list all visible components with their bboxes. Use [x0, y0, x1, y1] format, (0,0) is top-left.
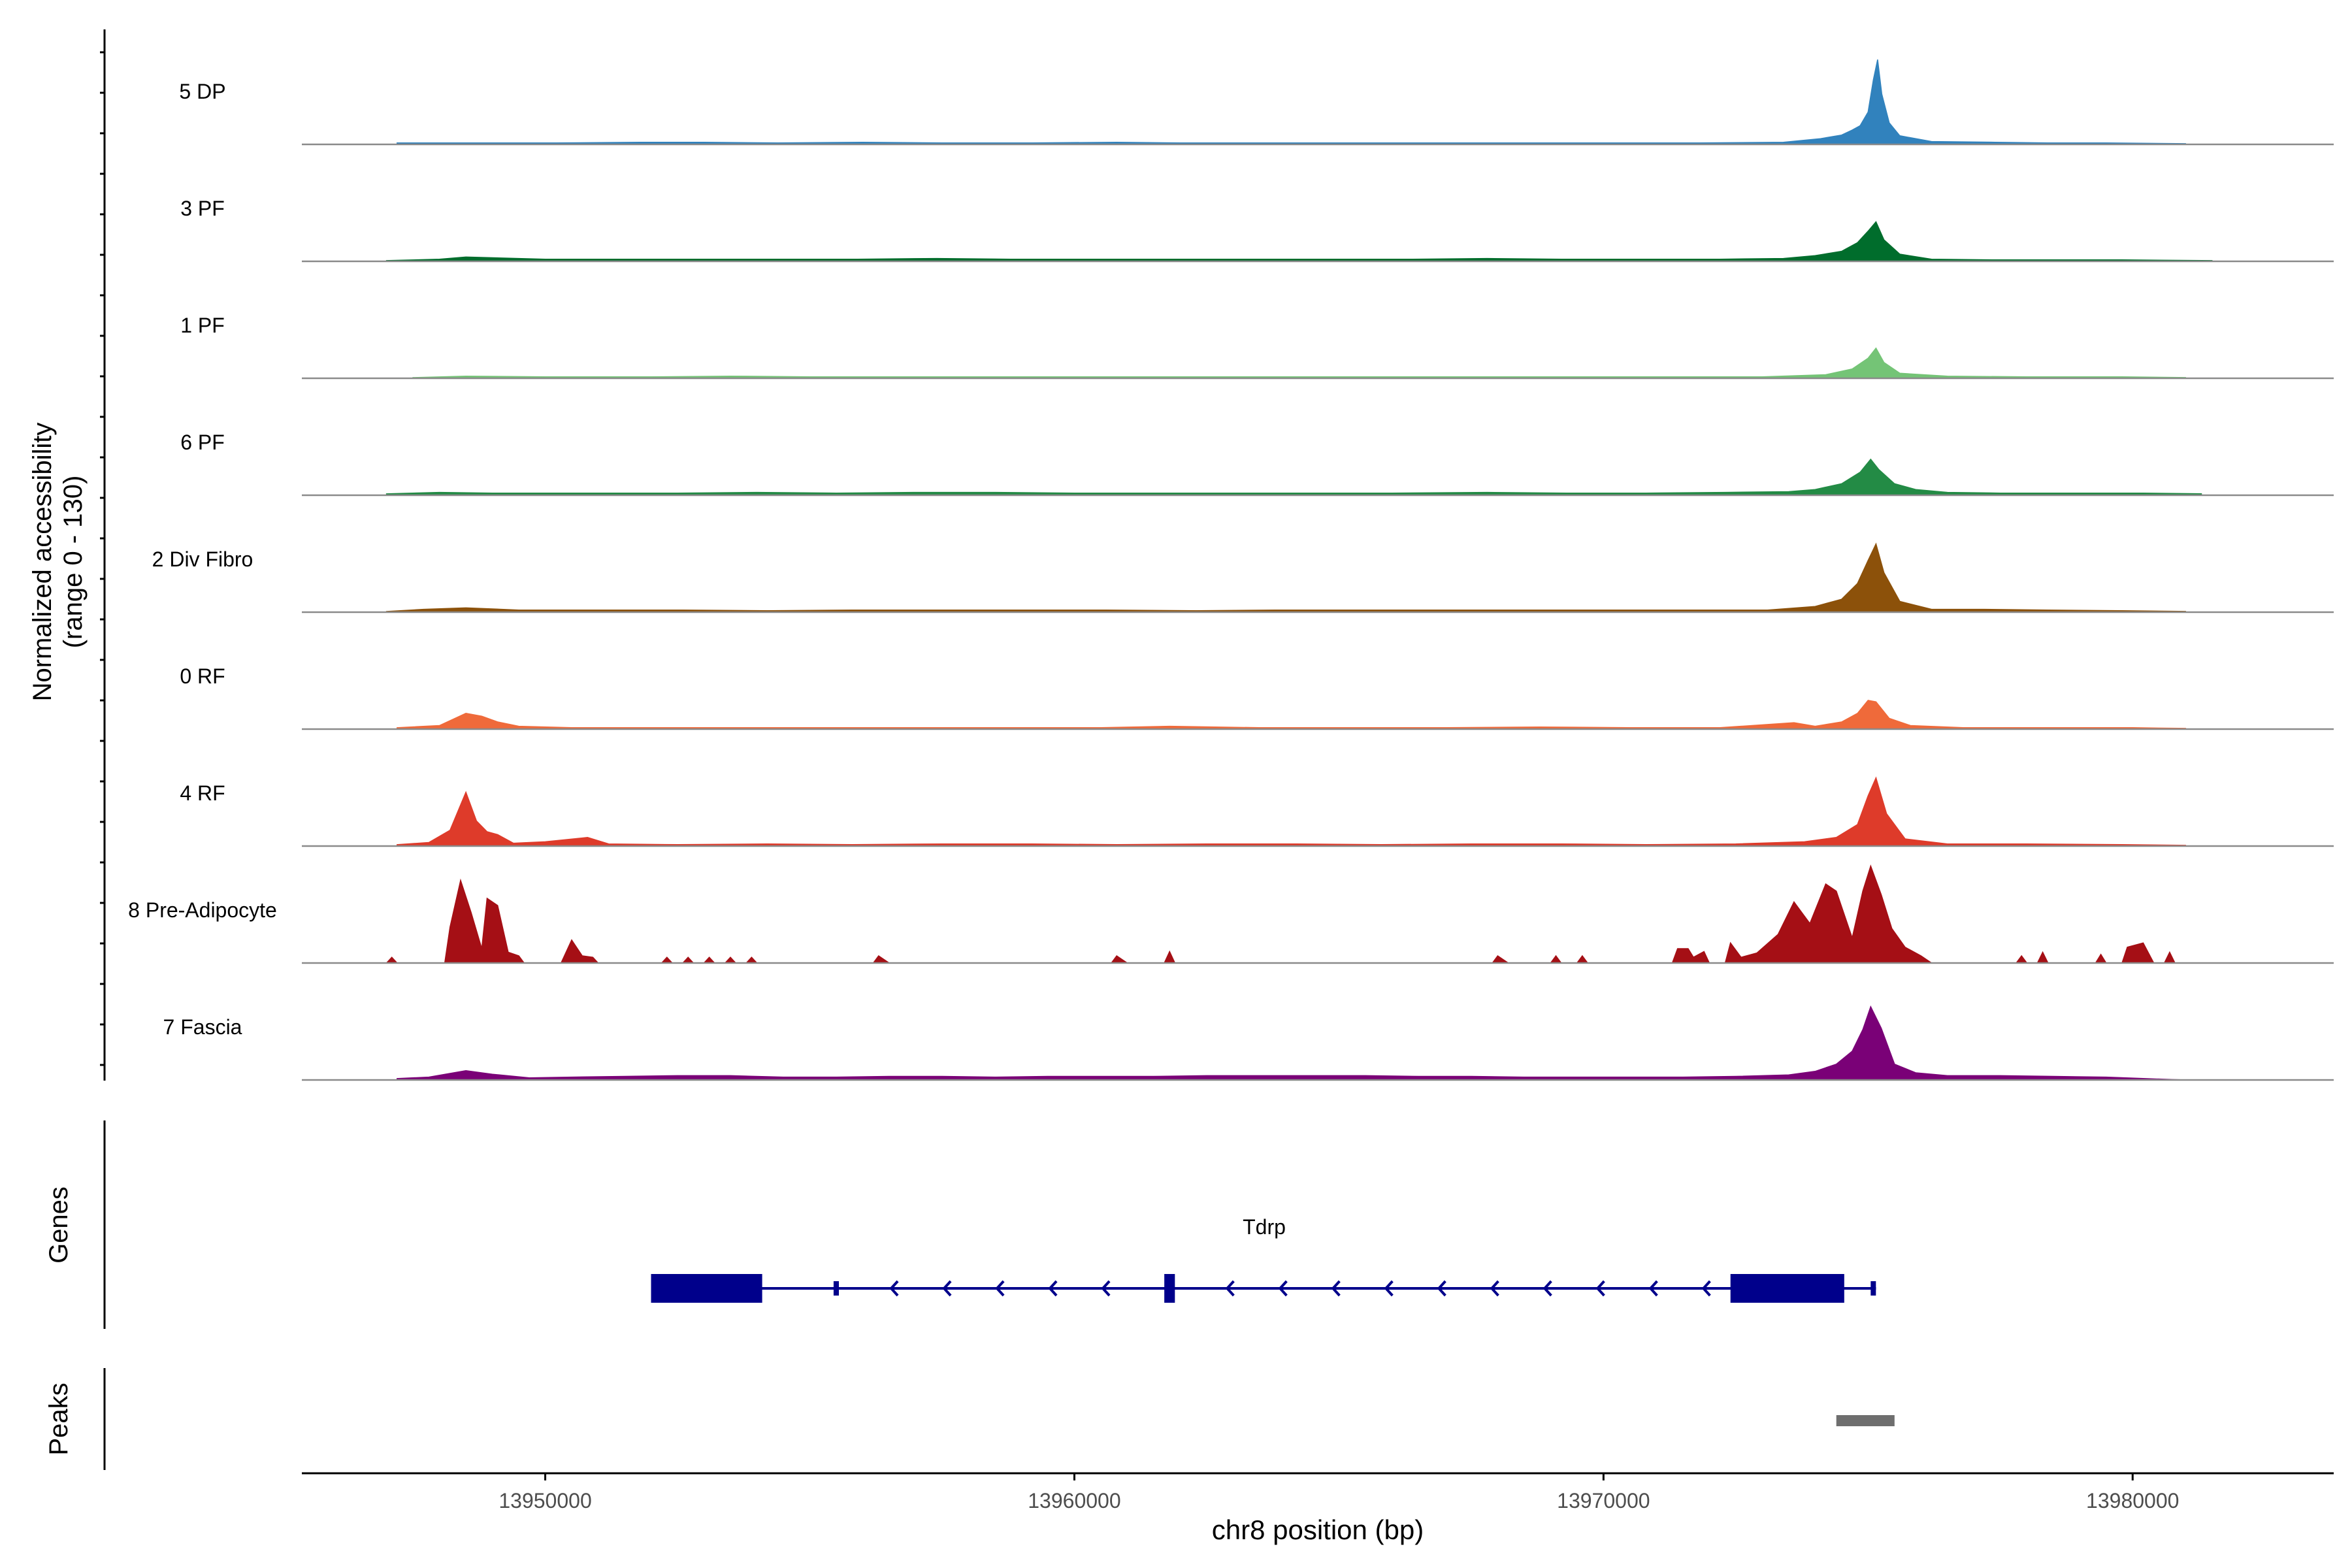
- track-label-2-div-fibro: 2 Div Fibro: [152, 547, 253, 571]
- genes-panel-label: Genes: [44, 1186, 73, 1264]
- strand-arrow: [1543, 1280, 1552, 1297]
- track-area-3-pf: [385, 221, 2213, 262]
- x-tick-label-13980000: 13980000: [2086, 1489, 2179, 1512]
- exon-5: [1870, 1281, 1876, 1296]
- y-axis-ticks: [100, 51, 105, 1066]
- track-label-0-rf: 0 RF: [180, 664, 225, 688]
- track-4-rf: 4 RF: [180, 776, 2334, 847]
- strand-arrow: [1278, 1280, 1288, 1297]
- strand-arrow: [995, 1280, 1005, 1297]
- exon-4: [1730, 1274, 1844, 1303]
- peaks-panel-label: Peaks: [44, 1382, 73, 1455]
- track-1-pf: 1 PF: [180, 314, 2334, 380]
- strand-arrow: [1595, 1280, 1605, 1297]
- track-area-6-pf: [385, 458, 2202, 496]
- strand-arrow: [1048, 1280, 1058, 1297]
- track-label-6-pf: 6 PF: [180, 431, 225, 454]
- track-label-3-pf: 3 PF: [180, 197, 225, 220]
- strand-arrow: [1437, 1280, 1446, 1297]
- track-2-div-fibro: 2 Div Fibro: [152, 542, 2334, 613]
- track-area-5-dp: [397, 59, 2186, 145]
- track-area-1-pf: [412, 347, 2186, 379]
- exon-1: [651, 1274, 762, 1303]
- y-axis-title-line-2: (range 0 - 130): [59, 476, 88, 649]
- strand-arrow: [942, 1280, 952, 1297]
- gene-model: Tdrp: [651, 1215, 1876, 1303]
- strand-arrow: [1384, 1280, 1394, 1297]
- track-6-pf: 6 PF: [180, 431, 2334, 497]
- track-area-7-fascia: [397, 1005, 2186, 1081]
- track-label-4-rf: 4 RF: [180, 781, 225, 805]
- x-tick-label-13960000: 13960000: [1028, 1489, 1120, 1512]
- track-5-dp: 5 DP: [179, 59, 2334, 146]
- strand-arrow: [1331, 1280, 1341, 1297]
- strand-arrow: [1101, 1280, 1111, 1297]
- x-tick-label-13970000: 13970000: [1557, 1489, 1650, 1512]
- exon-2: [833, 1281, 839, 1296]
- strand-arrow: [1490, 1280, 1499, 1297]
- track-7-fascia: 7 Fascia: [163, 1005, 2334, 1081]
- track-label-5-dp: 5 DP: [179, 80, 225, 103]
- track-area-4-rf: [397, 776, 2186, 847]
- strand-arrow: [1701, 1280, 1711, 1297]
- track-area-2-div-fibro: [385, 542, 2186, 613]
- y-axis-title-line-1: Normalized accessibility: [28, 423, 57, 702]
- strand-arrow: [1225, 1280, 1235, 1297]
- track-area-0-rf: [397, 700, 2186, 730]
- track-label-8-pre-adipocyte: 8 Pre-Adipocyte: [128, 898, 277, 922]
- coverage-tracks: 5 DP 3 PF 1 PF 6 PF 2 Div Fibro 0 RF 4 RF 8 Pre…: [128, 59, 2334, 1081]
- x-tick-label-13950000: 13950000: [498, 1489, 591, 1512]
- track-0-rf: 0 RF: [180, 664, 2334, 730]
- track-8-pre-adipocyte: 8 Pre-Adipocyte: [128, 864, 2334, 964]
- strand-arrow: [1648, 1280, 1658, 1297]
- strand-arrow: [889, 1280, 899, 1297]
- peak-regions: [1836, 1415, 1895, 1426]
- peak-1: [1836, 1415, 1895, 1426]
- track-3-pf: 3 PF: [180, 197, 2334, 263]
- x-axis-title: chr8 position (bp): [1212, 1514, 1424, 1545]
- track-label-1-pf: 1 PF: [180, 314, 225, 337]
- track-label-7-fascia: 7 Fascia: [163, 1015, 242, 1039]
- gene-label: Tdrp: [1243, 1215, 1286, 1239]
- x-axis-ticks: 13950000 13960000 13970000 13980000: [498, 1473, 2179, 1512]
- exon-3: [1164, 1274, 1175, 1303]
